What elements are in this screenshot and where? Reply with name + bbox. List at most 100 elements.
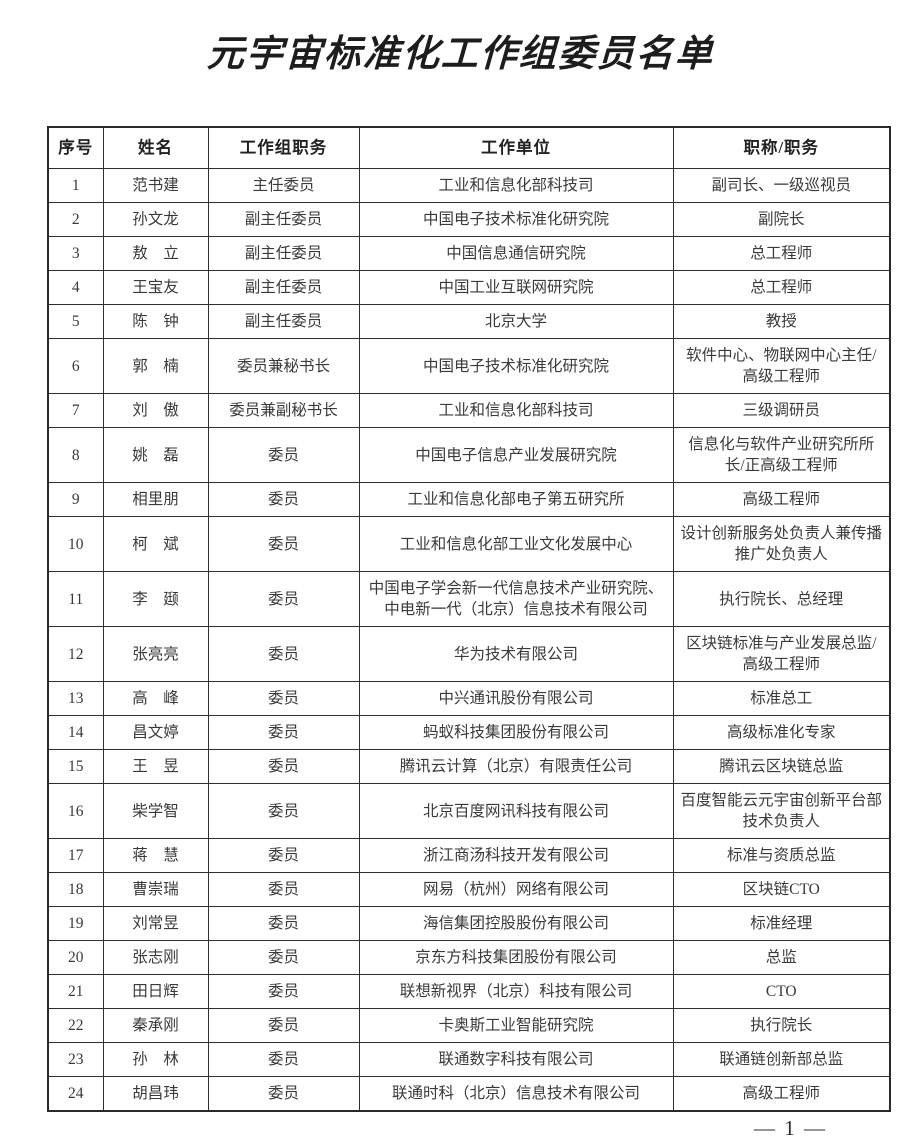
cell-no: 5 (47, 304, 104, 339)
cell-unit: 网易（杭州）网络有限公司 (358, 872, 674, 907)
table-row: 21 田日辉 委员 联想新视界（北京）科技有限公司 CTO (47, 974, 891, 1009)
table-row: 13 高 峰委员 中兴通讯股份有限公司 标准总工 (47, 681, 891, 716)
table-row: 14 昌文婷 委员 蚂蚁科技集团股份有限公司 高级标准化专家 (47, 715, 891, 750)
cell-title: 教授 (672, 304, 891, 339)
cell-title: 标准总工 (672, 681, 891, 716)
cell-no: 14 (47, 715, 104, 750)
cell-role: 副主任委员 (207, 304, 360, 339)
cell-no: 15 (47, 749, 104, 784)
cell-title: 标准经理 (672, 906, 891, 941)
cell-title: 设计创新服务处负责人兼传播推广处负责人 (672, 516, 891, 572)
cell-unit: 中国工业互联网研究院 (358, 270, 674, 305)
cell-name: 张志刚 (102, 940, 209, 975)
cell-title: 腾讯云区块链总监 (672, 749, 891, 784)
cell-title: 百度智能云元宇宙创新平台部技术负责人 (672, 783, 891, 839)
cell-no: 4 (47, 270, 104, 305)
cell-unit: 中国电子技术标准化研究院 (358, 338, 674, 394)
cell-role: 委员 (207, 940, 360, 975)
cell-unit: 卡奥斯工业智能研究院 (358, 1008, 674, 1043)
cell-no: 19 (47, 906, 104, 941)
cell-role: 副主任委员 (207, 202, 360, 237)
cell-name: 曹崇瑞 (102, 872, 209, 907)
table-row: 17 蒋 慧委员 浙江商汤科技开发有限公司 标准与资质总监 (47, 838, 891, 873)
table-row: 11 李 颋委员 中国电子学会新一代信息技术产业研究院、中电新一代（北京）信息技术有… (47, 571, 891, 627)
table-row: 23 孙 林委员 联通数字科技有限公司 联通链创新部总监 (47, 1042, 891, 1077)
table-row: 4 王宝友 副主任委员 中国工业互联网研究院 总工程师 (47, 270, 891, 305)
cell-name: 王 昱 (102, 749, 209, 784)
table-row: 16 柴学智 委员 北京百度网讯科技有限公司 百度智能云元宇宙创新平台部技术负责人 (47, 783, 891, 839)
cell-no: 21 (47, 974, 104, 1009)
cell-role: 委员 (207, 974, 360, 1009)
cell-unit: 工业和信息化部电子第五研究所 (358, 482, 674, 517)
cell-name: 秦承刚 (102, 1008, 209, 1043)
table-row: 1 范书建 主任委员 工业和信息化部科技司 副司长、一级巡视员 (47, 168, 891, 203)
cell-no: 17 (47, 838, 104, 873)
cell-name: 柴学智 (102, 783, 209, 839)
cell-role: 委员 (207, 571, 360, 627)
cell-unit: 浙江商汤科技开发有限公司 (358, 838, 674, 873)
cell-role: 委员 (207, 749, 360, 784)
cell-no: 10 (47, 516, 104, 572)
cell-name: 郭 楠 (102, 338, 209, 394)
cell-title: 区块链CTO (672, 872, 891, 907)
table-row: 18 曹崇瑞 委员 网易（杭州）网络有限公司 区块链CTO (47, 872, 891, 907)
cell-unit: 海信集团控股股份有限公司 (358, 906, 674, 941)
table-row: 24 胡昌玮 委员 联通时科（北京）信息技术有限公司 高级工程师 (47, 1076, 891, 1112)
page-title: 元宇宙标准化工作组委员名单 (206, 34, 715, 75)
cell-name: 孙文龙 (102, 202, 209, 237)
cell-name: 姚 磊 (102, 427, 209, 483)
cell-name: 刘 傲 (102, 393, 209, 428)
cell-name: 田日辉 (102, 974, 209, 1009)
cell-unit: 北京百度网讯科技有限公司 (358, 783, 674, 839)
cell-unit: 蚂蚁科技集团股份有限公司 (358, 715, 674, 750)
table-row: 22 秦承刚 委员 卡奥斯工业智能研究院 执行院长 (47, 1008, 891, 1043)
cell-unit: 工业和信息化部工业文化发展中心 (358, 516, 674, 572)
cell-unit: 华为技术有限公司 (358, 626, 674, 682)
cell-no: 6 (47, 338, 104, 394)
cell-role: 委员 (207, 1042, 360, 1077)
cell-role: 委员 (207, 681, 360, 716)
cell-unit: 工业和信息化部科技司 (358, 168, 674, 203)
cell-title: 联通链创新部总监 (672, 1042, 891, 1077)
cell-unit: 中兴通讯股份有限公司 (358, 681, 674, 716)
cell-title: 标准与资质总监 (672, 838, 891, 873)
cell-no: 23 (47, 1042, 104, 1077)
table-body: 1 范书建 主任委员 工业和信息化部科技司 副司长、一级巡视员 2 孙文龙 副主任委员 中国电子… (47, 168, 891, 1112)
cell-title: 总工程师 (672, 270, 891, 305)
cell-unit: 工业和信息化部科技司 (358, 393, 674, 428)
cell-role: 委员 (207, 906, 360, 941)
cell-no: 3 (47, 236, 104, 271)
cell-name: 相里朋 (102, 482, 209, 517)
cell-title: 三级调研员 (672, 393, 891, 428)
table-header-row: 序号 姓名 工作组职务 工作单位 职称/职务 (47, 126, 891, 169)
page-number: — 1 — (754, 1116, 827, 1140)
cell-no: 1 (47, 168, 104, 203)
committee-table-container: 序号 姓名 工作组职务 工作单位 职称/职务 1 范书建 主任委员 工业和信息化部科技司 副司长… (47, 126, 891, 1112)
column-header-1: 姓名 (102, 126, 209, 169)
column-header-0: 序号 (47, 126, 104, 169)
cell-unit: 腾讯云计算（北京）有限责任公司 (358, 749, 674, 784)
committee-table: 序号 姓名 工作组职务 工作单位 职称/职务 1 范书建 主任委员 工业和信息化部科技司 副司长… (47, 126, 891, 1112)
cell-unit: 中国电子信息产业发展研究院 (358, 427, 674, 483)
cell-role: 委员 (207, 783, 360, 839)
table-row: 2 孙文龙 副主任委员 中国电子技术标准化研究院 副院长 (47, 202, 891, 237)
cell-role: 委员 (207, 838, 360, 873)
cell-no: 24 (47, 1076, 104, 1112)
cell-unit: 中国信息通信研究院 (358, 236, 674, 271)
cell-no: 22 (47, 1008, 104, 1043)
column-header-2: 工作组职务 (207, 126, 360, 169)
cell-role: 副主任委员 (207, 236, 360, 271)
cell-role: 委员兼副秘书长 (207, 393, 360, 428)
cell-no: 12 (47, 626, 104, 682)
cell-unit: 联通数字科技有限公司 (358, 1042, 674, 1077)
cell-name: 范书建 (102, 168, 209, 203)
cell-no: 11 (47, 571, 104, 627)
table-row: 15 王 昱委员 腾讯云计算（北京）有限责任公司 腾讯云区块链总监 (47, 749, 891, 784)
cell-role: 副主任委员 (207, 270, 360, 305)
table-row: 20 张志刚 委员 京东方科技集团股份有限公司 总监 (47, 940, 891, 975)
cell-role: 委员兼秘书长 (207, 338, 360, 394)
